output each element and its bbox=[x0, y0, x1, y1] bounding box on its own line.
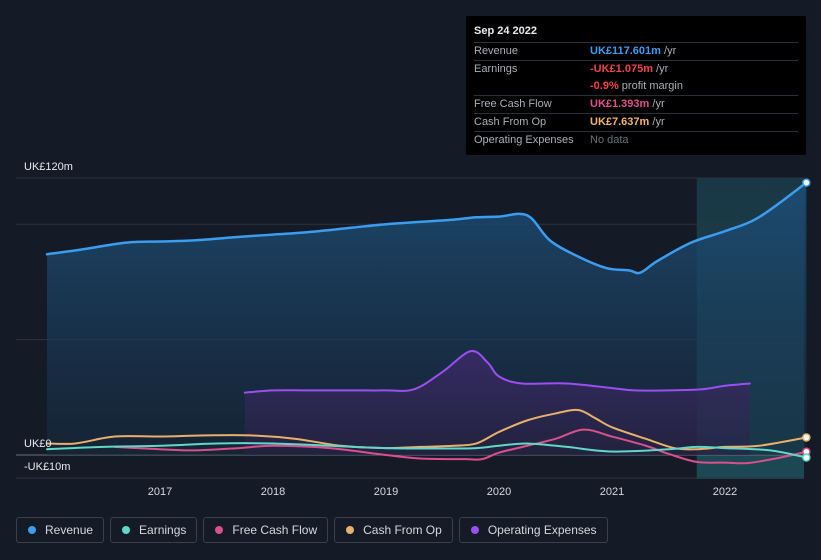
legend-label: Earnings bbox=[139, 523, 187, 537]
y-axis-bottom-label: -UK£10m bbox=[24, 461, 70, 473]
legend-label: Operating Expenses bbox=[487, 523, 597, 537]
series-endpoints bbox=[802, 178, 811, 462]
x-tick-label: 2021 bbox=[600, 486, 624, 498]
tooltip-label: Revenue bbox=[474, 45, 519, 57]
tooltip-unit: /yr bbox=[649, 116, 665, 128]
revenue-endpoint bbox=[802, 178, 811, 187]
tooltip-row-cash-from-op: Cash From Op UK£7.637m /yr bbox=[474, 113, 798, 131]
tooltip-unit: /yr bbox=[660, 45, 677, 57]
tooltip-row-profit-margin: -0.9% profit margin bbox=[474, 78, 798, 95]
tooltip-row-earnings: Earnings -UK£1.075m /yr bbox=[474, 60, 798, 78]
earnings-line bbox=[46, 442, 808, 459]
legend-item-operating-expenses[interactable]: Operating Expenses bbox=[458, 517, 608, 543]
x-tick-label: 2022 bbox=[713, 486, 737, 498]
earnings-dot-icon bbox=[122, 526, 131, 534]
tooltip-value: UK£7.637m bbox=[590, 116, 650, 128]
operating-expenses-dot-icon bbox=[470, 526, 479, 534]
revenue-dot-icon bbox=[28, 526, 36, 534]
tooltip-unit: /yr bbox=[649, 98, 665, 110]
legend-item-earnings[interactable]: Earnings bbox=[110, 517, 198, 543]
tooltip-row-operating-expenses: Operating Expenses No data bbox=[474, 131, 798, 149]
tooltip-value: -0.9% bbox=[590, 80, 619, 92]
legend-label: Free Cash Flow bbox=[232, 523, 318, 537]
x-tick-label: 2019 bbox=[374, 486, 398, 498]
tooltip-value: UK£1.393m bbox=[590, 98, 650, 110]
revenue-line bbox=[45, 181, 808, 275]
series-areas bbox=[47, 182, 807, 455]
tooltip-label: Cash From Op bbox=[474, 116, 547, 128]
series-lines bbox=[45, 181, 808, 465]
operating-expenses-area bbox=[244, 350, 750, 455]
y-axis-top-label: UK£120m bbox=[24, 161, 73, 173]
tooltip-label bbox=[474, 78, 590, 95]
tooltip-value: UK£117.601m bbox=[590, 45, 661, 57]
free-cash-flow-dot-icon bbox=[215, 526, 224, 534]
tooltip-value: -UK£1.075m bbox=[590, 63, 653, 75]
data-tooltip: Sep 24 2022 Revenue UK£117.601m /yr Earn… bbox=[466, 16, 806, 155]
x-tick-label: 2018 bbox=[261, 486, 285, 498]
tooltip-date: Sep 24 2022 bbox=[474, 25, 537, 37]
tooltip-value: No data bbox=[590, 134, 629, 146]
free-cash-flow-line bbox=[113, 428, 808, 465]
tooltip-unit: /yr bbox=[652, 63, 669, 75]
revenue-area bbox=[47, 182, 807, 455]
x-tick-label: 2017 bbox=[148, 486, 172, 498]
legend-item-cash-from-op[interactable]: Cash From Op bbox=[334, 517, 453, 543]
earnings-endpoint bbox=[802, 453, 811, 462]
x-tick-label: 2020 bbox=[487, 486, 511, 498]
cash-from-op-dot-icon bbox=[346, 526, 355, 534]
tooltip-unit: profit margin bbox=[618, 80, 683, 92]
y-axis-zero-label: UK£0 bbox=[24, 438, 52, 450]
x-axis: 2017 2018 2019 2020 2021 2022 bbox=[148, 486, 737, 498]
tooltip-row-free-cash-flow: Free Cash Flow UK£1.393m /yr bbox=[474, 95, 798, 113]
legend-label: Revenue bbox=[45, 523, 94, 537]
cash-from-op-endpoint bbox=[802, 433, 811, 442]
legend-item-revenue[interactable]: Revenue bbox=[16, 517, 105, 543]
operating-expenses-line bbox=[243, 350, 751, 394]
legend-label: Cash From Op bbox=[363, 523, 442, 537]
tooltip-label: Free Cash Flow bbox=[474, 98, 552, 110]
tooltip-label: Operating Expenses bbox=[474, 134, 574, 146]
tooltip-row-revenue: Revenue UK£117.601m /yr bbox=[474, 42, 798, 60]
legend-item-free-cash-flow[interactable]: Free Cash Flow bbox=[203, 517, 329, 543]
tooltip-label: Earnings bbox=[474, 63, 518, 75]
chart-legend: Revenue Earnings Free Cash Flow Cash Fro… bbox=[16, 517, 608, 543]
